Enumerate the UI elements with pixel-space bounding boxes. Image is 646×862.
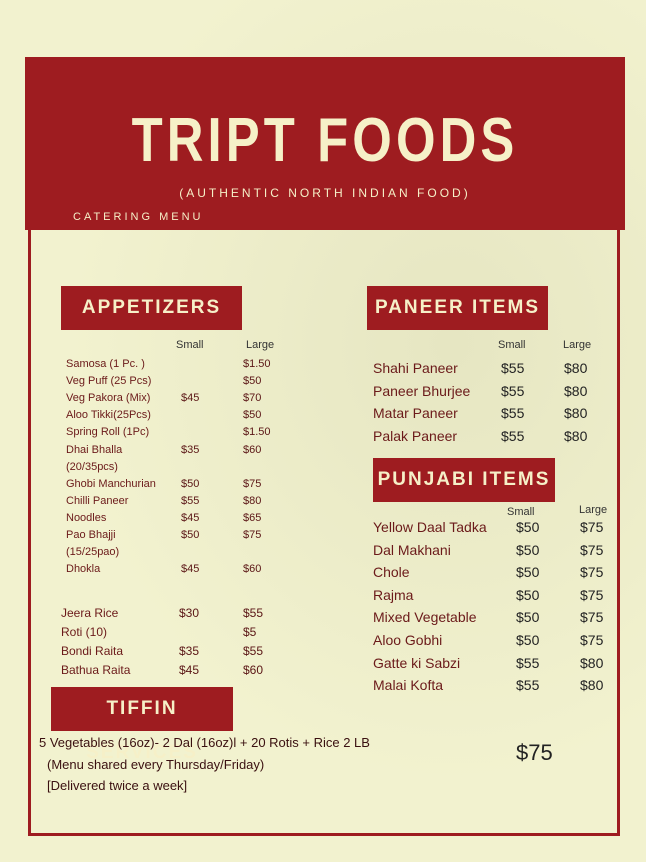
item-name: Malai Kofta [373, 677, 444, 694]
item-price-small: $50 [516, 564, 540, 581]
item-price-large: $60 [243, 563, 262, 576]
item-name: Palak Paneer [373, 427, 458, 444]
tiffin-heading: TIFFIN SERVICES [51, 687, 233, 763]
item-price-large: $80 [564, 360, 588, 376]
punjabi-large-label: Large [579, 504, 608, 516]
item-price-large: $60 [243, 443, 262, 456]
item-price-large: $80 [580, 654, 604, 671]
item-name: Dhokla [66, 563, 101, 576]
item-price-small: $50 [181, 529, 200, 541]
item-name: Matar Paneer [373, 405, 458, 421]
item-name: Roti (10) [61, 625, 108, 639]
item-name: Ghobi Manchurian [66, 477, 156, 490]
item-price-large: $80 [580, 677, 604, 694]
item-price-large: $50 [243, 375, 262, 388]
item-price-small: $50 [181, 477, 200, 490]
item-name: Aloo Gobhi [373, 632, 443, 648]
appetizers-heading: APPETIZERS [61, 286, 242, 330]
menu-frame [28, 226, 620, 836]
item-name: Chole [373, 564, 410, 581]
menu-label: CATERING MENU [73, 211, 204, 223]
punjabi-heading: PUNJABI ITEMS [373, 458, 555, 502]
item-price-large: $60 [243, 663, 264, 677]
item-price-large: $55 [243, 644, 264, 658]
item-price-small: $55 [501, 405, 525, 421]
item-name: Mixed Vegetable [373, 609, 477, 626]
item-price-small: $50 [516, 519, 540, 535]
item-price-large: $75 [580, 632, 604, 648]
item-price-small: $45 [179, 663, 200, 677]
header-banner: TRIPT FOODS (AUTHENTIC NORTH INDIAN FOOD… [25, 57, 625, 230]
item-price-small: $55 [516, 654, 540, 671]
paneer-heading: PANEER ITEMS [367, 286, 548, 330]
item-price-small: $55 [501, 360, 525, 376]
item-name: (15/25pao) [66, 546, 120, 559]
item-price-large: $75 [580, 609, 604, 626]
item-name: Jeera Rice [61, 606, 119, 620]
item-price-large: $75 [580, 541, 604, 558]
item-price-small: $55 [501, 427, 525, 444]
item-price-large: $75 [580, 519, 604, 535]
item-price-small: $45 [181, 511, 200, 524]
item-price-small: $55 [181, 494, 200, 507]
item-name: Spring Roll (1Pc) [66, 426, 150, 439]
item-name: Veg Pakora (Mix) [66, 392, 151, 405]
subtitle: (AUTHENTIC NORTH INDIAN FOOD) [179, 186, 471, 200]
paneer-large-label: Large [563, 339, 592, 351]
item-price-large: $80 [564, 405, 588, 421]
item-name: Yellow Daal Tadka [373, 519, 487, 535]
item-price-large: $75 [580, 586, 604, 603]
item-price-small: $30 [179, 606, 200, 620]
item-price-small: $45 [181, 392, 200, 405]
tiffin-delivery-note: [Delivered twice a week] [47, 778, 188, 793]
tiffin-menu-note: (Menu shared every Thursday/Friday) [47, 757, 265, 772]
item-name: Shahi Paneer [373, 360, 458, 376]
punjabi-small-label: Small [507, 506, 535, 518]
item-name: Samosa (1 Pc. ) [66, 358, 145, 370]
item-name: Bathua Raita [61, 663, 131, 677]
item-name: Chilli Paneer [66, 494, 129, 507]
tiffin-price: $75 [516, 740, 553, 765]
item-price-small: $50 [516, 541, 540, 558]
item-name: Veg Puff (25 Pcs) [66, 375, 152, 388]
item-price-large: $80 [243, 494, 262, 507]
item-price-large: $75 [580, 564, 604, 581]
item-price-large: $80 [564, 382, 588, 399]
item-price-large: $50 [243, 409, 262, 422]
item-price-large: $1.50 [243, 358, 271, 370]
item-price-large: $5 [243, 625, 257, 639]
item-name: Noodles [66, 511, 107, 524]
item-price-large: $75 [243, 477, 262, 490]
appetizers-small-label: Small [176, 339, 204, 351]
item-name: Rajma [373, 586, 414, 603]
item-price-small: $50 [516, 586, 540, 603]
item-price-large: $1.50 [243, 426, 271, 439]
item-name: Dal Makhani [373, 541, 451, 558]
item-name: Bondi Raita [61, 644, 124, 658]
item-price-small: $45 [181, 563, 200, 576]
item-name: Paneer Bhurjee [373, 382, 471, 399]
item-name: Dhai Bhalla [66, 443, 123, 456]
item-price-large: $70 [243, 392, 262, 405]
item-price-large: $75 [243, 529, 262, 541]
item-name: (20/35pcs) [66, 460, 118, 473]
item-price-small: $50 [516, 609, 540, 626]
item-price-small: $50 [516, 632, 540, 648]
appetizers-large-label: Large [246, 339, 275, 351]
page-title: TRIPT FOODS [131, 106, 519, 175]
tiffin-description: 5 Vegetables (16oz)- 2 Dal (16oz)l + 20 … [39, 735, 370, 750]
item-price-small: $35 [181, 443, 200, 456]
item-price-small: $35 [179, 644, 200, 658]
item-name: Aloo Tikki(25Pcs) [66, 409, 151, 422]
paneer-small-label: Small [498, 339, 526, 351]
item-name: Gatte ki Sabzi [373, 654, 461, 671]
item-price-large: $65 [243, 511, 262, 524]
item-name: Pao Bhajji [66, 529, 116, 541]
item-price-small: $55 [501, 382, 525, 399]
item-price-large: $55 [243, 606, 264, 620]
item-price-large: $80 [564, 427, 588, 444]
item-price-small: $55 [516, 677, 540, 694]
